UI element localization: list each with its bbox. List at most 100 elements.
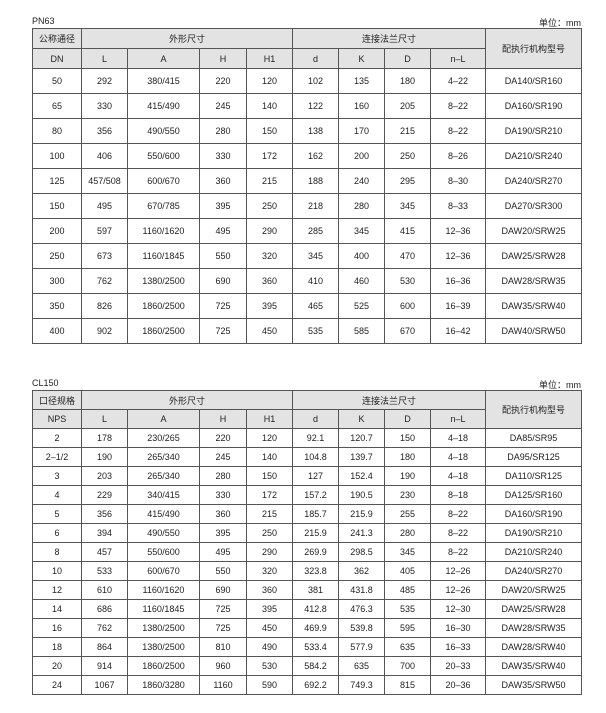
table-cell: 469.9 [292, 618, 340, 638]
table-row: 80 356 490/550 280 150 138 170 215 8–22 DA190/SR2… [32, 118, 583, 144]
table-cell: 356 [81, 504, 128, 524]
table-cell: 465 [292, 293, 340, 319]
table-cell: 415/490 [127, 504, 200, 524]
table-cell: 92.1 [292, 428, 340, 448]
table-cell: DA125/SR160 [485, 485, 583, 505]
table-cell: 125 [32, 168, 82, 194]
table-cell: 1860/2500 [127, 656, 200, 676]
table-row: 50 292 380/415 220 120 102 135 180 4–22 DA140/SR1… [32, 68, 583, 94]
table-cell: 826 [81, 293, 128, 319]
table-cell: 2–1/2 [32, 447, 82, 467]
table-row: 3 203 265/340 280 150 127 152.4 190 4–18 DA110/SR… [32, 466, 583, 486]
table-cell: 245 [199, 447, 247, 467]
table-cell: 152.4 [338, 466, 386, 486]
table-cell: 360 [199, 168, 247, 194]
table-cell: 550/600 [127, 542, 200, 562]
table-cell: 4 [32, 485, 82, 505]
column-header: D [384, 409, 432, 429]
column-header: H1 [245, 48, 294, 69]
table-cell: 360 [245, 580, 294, 600]
table-row: 16 762 1380/2500 725 450 469.9 539.8 595 16–30 DA… [32, 618, 583, 638]
table-row: 125 457/508 600/670 360 215 188 240 295 8–30 DA24… [32, 168, 583, 194]
table-row: 300 762 1380/2500 690 360 410 460 530 16–36 DAW28… [32, 268, 583, 294]
table-cell: 490/550 [127, 523, 200, 543]
column-header: H [199, 48, 247, 69]
table-cell: 295 [384, 168, 432, 194]
table-cell: 495 [199, 542, 247, 562]
table-cell: DA110/SR125 [485, 466, 583, 486]
table-cell: 16–42 [430, 318, 487, 344]
table-cell: 2 [32, 428, 82, 448]
table-cell: 18 [32, 637, 82, 657]
table-cell: 120 [245, 68, 294, 94]
table-cell: 250 [384, 143, 432, 169]
table-cell: 381 [292, 580, 340, 600]
table-cell: 10 [32, 561, 82, 581]
table-cell: 218 [292, 193, 340, 219]
table-cell: 595 [384, 618, 432, 638]
size-header: 口径规格 [32, 390, 82, 410]
table-cell: 345 [384, 542, 432, 562]
table-row: 350 826 1860/2500 725 395 465 525 600 16–39 DAW35… [32, 293, 583, 319]
table-cell: DA190/SR210 [485, 523, 583, 543]
column-header: A [127, 48, 200, 69]
table-cell: 700 [384, 656, 432, 676]
table-cell: 215.9 [292, 523, 340, 543]
table-cell: 245 [199, 93, 247, 119]
table-cell: 215.9 [338, 504, 386, 524]
header-row: 公称通径 外形尺寸 连接法兰尺寸 配执行机构型号 [32, 28, 583, 69]
table-cell: 810 [199, 637, 247, 657]
table-cell: 20 [32, 656, 82, 676]
table-title: PN63 [32, 16, 55, 26]
table-cell: DA160/SR190 [485, 93, 583, 119]
table-cell: 6 [32, 523, 82, 543]
table-cell: 610 [81, 580, 128, 600]
table-cell: 635 [338, 656, 386, 676]
table-cell: 150 [245, 118, 294, 144]
outline-header: 外形尺寸 [80, 28, 294, 49]
table-cell: 138 [292, 118, 340, 144]
size-subheader: DN [32, 48, 82, 69]
table-cell: 457 [81, 542, 128, 562]
table-cell: 600/670 [127, 561, 200, 581]
table-cell: 24 [32, 675, 82, 695]
table-cell: 280 [384, 523, 432, 543]
table-row: 200 597 1160/1620 495 290 285 345 415 12–36 DAW20… [32, 218, 583, 244]
table-cell: 8–22 [430, 93, 487, 119]
table-cell: DAW35/SRW50 [485, 675, 583, 695]
actuator-header: 配执行机构型号 [485, 390, 583, 429]
table-cell: 8–33 [430, 193, 487, 219]
table-cell: 241.3 [338, 523, 386, 543]
table-cell: 172 [245, 485, 294, 505]
table-cell: 864 [81, 637, 128, 657]
table-cell: 470 [384, 243, 432, 269]
table-cell: 405 [384, 561, 432, 581]
column-header: L [81, 409, 128, 429]
table-cell: 12–36 [430, 218, 487, 244]
table-cell: 762 [81, 618, 128, 638]
table-cell: 1860/3280 [127, 675, 200, 695]
table-row: 24 1067 1860/3280 1160 590 692.2 749.3 815 20–36… [32, 675, 583, 695]
table-cell: 670 [384, 318, 432, 344]
table-cell: 585 [338, 318, 386, 344]
table-cell: 762 [81, 268, 128, 294]
table-cell: 525 [338, 293, 386, 319]
table-cell: 180 [384, 68, 432, 94]
table-cell: 1380/2500 [127, 268, 200, 294]
column-header: L [81, 48, 128, 69]
table-cell: DA210/SR240 [485, 542, 583, 562]
table-cell: DA95/SR125 [485, 447, 583, 467]
table-cell: 140 [245, 447, 294, 467]
table-cell: 215 [384, 118, 432, 144]
table-cell: 250 [32, 243, 82, 269]
table-cell: 14 [32, 599, 82, 619]
table-cell: 600/670 [127, 168, 200, 194]
table-cell: 240 [338, 168, 386, 194]
table-row: 2 178 230/265 220 120 92.1 120.7 150 4–18 DA85/SR… [32, 428, 583, 448]
table-cell: 8–22 [430, 542, 487, 562]
table-cell: 190 [384, 466, 432, 486]
table-cell: DA240/SR270 [485, 561, 583, 581]
table-cell: DA85/SR95 [485, 428, 583, 448]
table-cell: 188 [292, 168, 340, 194]
